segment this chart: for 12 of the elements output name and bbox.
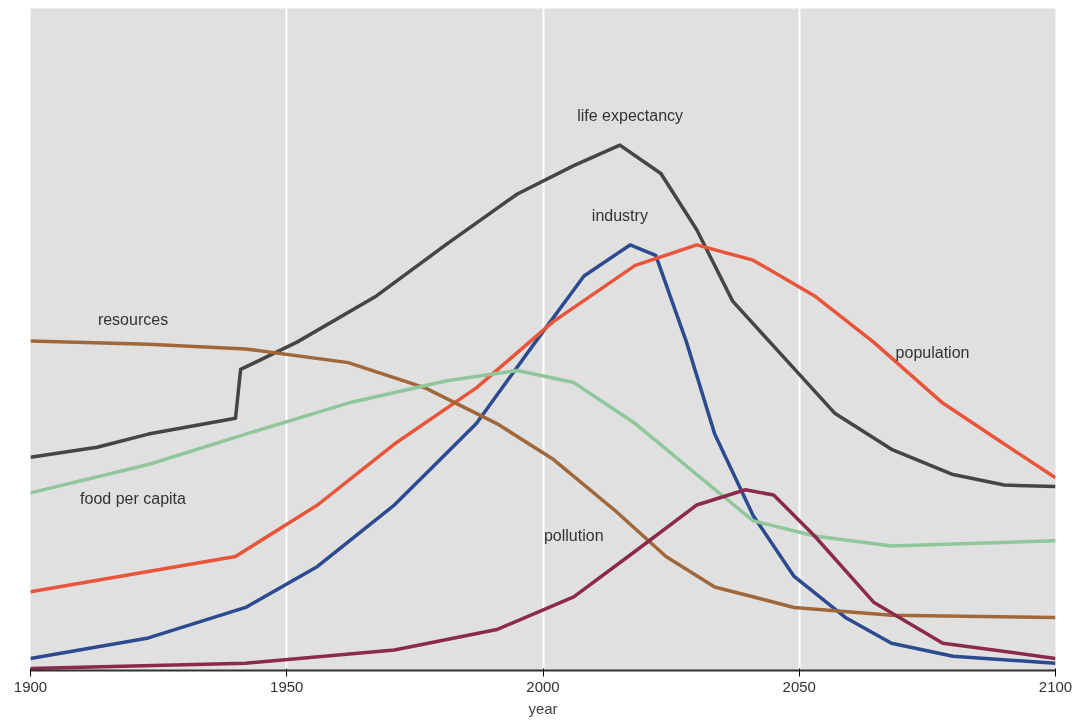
x-tick-label: 2050 (782, 677, 816, 695)
x-tick-label: 2100 (1038, 677, 1073, 695)
x-tick-label: 1900 (13, 677, 48, 695)
x-axis-title: year (528, 699, 558, 717)
series-label: population (895, 344, 970, 362)
x-tick-label: 2000 (526, 677, 560, 695)
series-label: life expectancy (577, 107, 684, 125)
series-label: food per capita (80, 489, 187, 507)
x-tick-label: 1950 (270, 677, 304, 695)
series-label: pollution (543, 527, 604, 545)
series-label: resources (97, 311, 169, 329)
series-label: industry (591, 206, 648, 224)
